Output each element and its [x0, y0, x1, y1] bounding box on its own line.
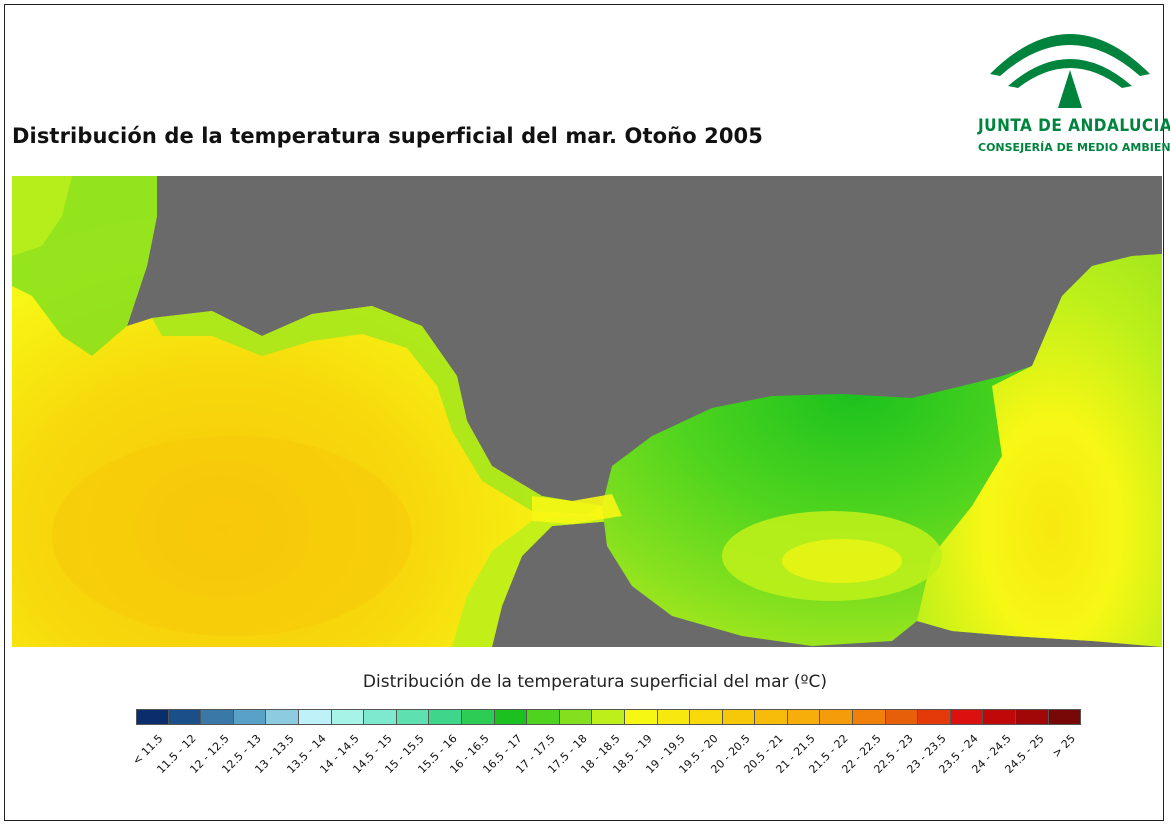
legend-swatch [885, 709, 919, 725]
logo-name: JUNTA DE ANDALUCIA [978, 116, 1170, 136]
legend-swatch [364, 709, 397, 725]
legend-swatch [657, 709, 691, 725]
legend-title: Distribución de la temperatura superfici… [362, 672, 828, 692]
legend-swatch [527, 709, 560, 725]
legend-swatch [755, 709, 788, 725]
coastal-band-africa [452, 514, 612, 647]
legend-swatch [983, 709, 1017, 725]
legend-swatch [1016, 709, 1049, 725]
legend-swatch [168, 709, 202, 725]
logo-subtitle: CONSEJERÍA DE MEDIO AMBIENTE [978, 141, 1170, 154]
legend-swatch [429, 709, 462, 725]
warm-core-atlantic [52, 436, 412, 636]
eastern-sea-area [917, 254, 1162, 647]
logo-emblem-icon [990, 34, 1150, 108]
legend-swatch [918, 709, 951, 725]
junta-de-andalucia-logo: JUNTA DE ANDALUCIA CONSEJERÍA DE MEDIO A… [978, 14, 1170, 162]
legend-swatch [787, 709, 821, 725]
legend-swatch [624, 709, 658, 725]
legend-swatch [559, 709, 593, 725]
legend-swatch [201, 709, 234, 725]
legend-swatch [233, 709, 267, 725]
sst-map [12, 176, 1162, 647]
warm-core-alboran [782, 539, 902, 583]
legend-swatch [592, 709, 625, 725]
legend-swatch [266, 709, 299, 725]
legend-swatch [331, 709, 365, 725]
legend-swatch [722, 709, 756, 725]
strait-water [532, 494, 622, 524]
legend-color-ramp [136, 709, 1082, 725]
legend-swatch [820, 709, 854, 725]
legend-swatch [298, 709, 332, 725]
coastal-band-gulf [152, 306, 602, 514]
legend-swatch [494, 709, 528, 725]
legend-swatch [950, 709, 984, 725]
coastal-band-nw-inner [12, 176, 72, 256]
legend-swatch [690, 709, 723, 725]
map-title: Distribución de la temperatura superfici… [12, 124, 763, 148]
legend-swatch [396, 709, 430, 725]
legend-swatch [136, 709, 169, 725]
legend-swatch [461, 709, 495, 725]
legend-swatch [1048, 709, 1082, 725]
legend-swatch [853, 709, 886, 725]
